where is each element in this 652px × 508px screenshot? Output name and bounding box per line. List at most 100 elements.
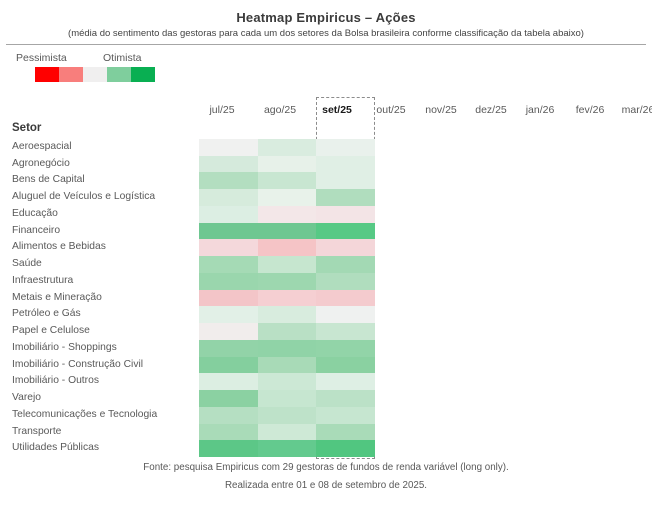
column-header-jul-25: jul/25 [209,104,235,116]
heatmap-cell-ago-25 [257,272,316,290]
legend-color-scale [35,67,155,82]
heatmap-cell-jul-25 [199,423,258,441]
row-label: Petróleo e Gás [12,308,81,320]
row-label: Imobiliário - Shoppings [12,341,117,353]
heatmap-cell-ago-25 [257,222,316,240]
heatmap-row-8: Infraestrutura [0,272,652,290]
heatmap-cell-set-25 [316,189,375,206]
legend-swatch-1 [59,67,83,82]
heatmap-cell-jul-25 [199,306,258,324]
heatmap-cell-set-25 [316,289,375,307]
heatmap-cell-set-25 [316,390,375,407]
row-label: Bens de Capital [12,174,85,186]
heatmap-row-3: Aluguel de Veículos e Logística [0,189,652,206]
heatmap-cell-set-25 [316,356,375,374]
heatmap-row-9: Metais e Mineração [0,289,652,307]
page-subtitle: (média do sentimento das gestoras para c… [68,28,584,39]
heatmap-cell-ago-25 [257,423,316,441]
heatmap-row-18: Utilidades Públicas [0,440,652,458]
heatmap-cell-jul-25 [199,390,258,407]
legend-otimista-label: Otimista [103,52,142,64]
heatmap-cell-set-25 [316,172,375,190]
heatmap-cell-ago-25 [257,155,316,173]
heatmap-cell-ago-25 [257,440,316,458]
row-label: Financeiro [12,224,61,236]
heatmap-cell-set-25 [316,306,375,324]
heatmap-cell-jul-25 [199,272,258,290]
column-header-out-25: out/25 [376,104,406,116]
heatmap-cell-ago-25 [257,172,316,190]
column-header-nov-25: nov/25 [425,104,457,116]
footer-date: Realizada entre 01 e 08 de setembro de 2… [224,480,428,491]
row-label: Aluguel de Veículos e Logística [12,191,156,203]
heatmap-cell-ago-25 [257,356,316,374]
row-label: Transporte [12,425,62,437]
heatmap-cell-ago-25 [257,189,316,206]
header-divider [6,44,646,45]
heatmap-cell-set-25 [316,205,375,223]
heatmap-cell-ago-25 [257,139,316,156]
heatmap-row-1: Agronegócio [0,155,652,173]
heatmap-row-0: Aeroespacial [0,139,652,156]
heatmap-cell-jul-25 [199,189,258,206]
heatmap-row-10: Petróleo e Gás [0,306,652,324]
heatmap-row-15: Varejo [0,390,652,407]
heatmap-cell-jul-25 [199,256,258,273]
footer-source: Fonte: pesquisa Empiricus com 29 gestora… [143,462,509,473]
heatmap-cell-set-25 [316,256,375,273]
column-header-dez-25: dez/25 [475,104,507,116]
heatmap-cell-set-25 [316,239,375,257]
row-label: Saúde [12,258,42,270]
heatmap-row-12: Imobiliário - Shoppings [0,339,652,357]
heatmap-cell-set-25 [316,222,375,240]
heatmap-row-4: Educação [0,205,652,223]
heatmap-cell-set-25 [316,406,375,424]
row-label: Imobiliário - Construção Civil [12,358,144,370]
heatmap-cell-jul-25 [199,205,258,223]
legend-pessimista-label: Pessimista [16,52,67,64]
heatmap-cell-set-25 [316,139,375,156]
heatmap-cell-jul-25 [199,155,258,173]
heatmap-cell-jul-25 [199,440,258,458]
heatmap-row-14: Imobiliário - Outros [0,373,652,391]
heatmap-row-16: Telecomunicações e Tecnologia [0,406,652,424]
heatmap-row-11: Papel e Celulose [0,323,652,340]
row-label: Varejo [12,392,41,404]
heatmap-cell-set-25 [316,423,375,441]
heatmap-cell-ago-25 [257,306,316,324]
row-label: Agronegócio [12,157,70,169]
column-header-jan-26: jan/26 [525,104,555,116]
row-label: Aeroespacial [12,141,72,152]
legend-swatch-3 [107,67,131,82]
heatmap-cell-ago-25 [257,406,316,424]
legend-swatch-2 [83,67,107,82]
row-label: Educação [12,207,58,219]
heatmap-cell-jul-25 [199,222,258,240]
heatmap-row-7: Saúde [0,256,652,273]
heatmap-cell-jul-25 [199,239,258,257]
row-label: Metais e Mineração [12,291,102,303]
heatmap-row-6: Alimentos e Bebidas [0,239,652,257]
heatmap-cell-jul-25 [199,406,258,424]
legend-swatch-4 [131,67,155,82]
heatmap-cell-jul-25 [199,289,258,307]
heatmap-cell-ago-25 [257,323,316,340]
heatmap-cell-ago-25 [257,205,316,223]
heatmap-cell-jul-25 [199,339,258,357]
heatmap-cell-jul-25 [199,139,258,156]
heatmap-cell-set-25 [316,440,375,458]
heatmap-cell-jul-25 [199,323,258,340]
row-label: Infraestrutura [12,274,74,286]
heatmap-cell-jul-25 [199,356,258,374]
heatmap-cell-ago-25 [257,239,316,257]
page-title: Heatmap Empiricus – Ações [236,10,416,25]
row-label: Imobiliário - Outros [12,375,99,387]
heatmap-row-2: Bens de Capital [0,172,652,190]
row-label: Alimentos e Bebidas [12,241,106,253]
heatmap-cell-ago-25 [257,289,316,307]
heatmap-cell-set-25 [316,373,375,391]
heatmap-cell-set-25 [316,155,375,173]
row-label: Papel e Celulose [12,325,90,337]
heatmap-cell-set-25 [316,339,375,357]
